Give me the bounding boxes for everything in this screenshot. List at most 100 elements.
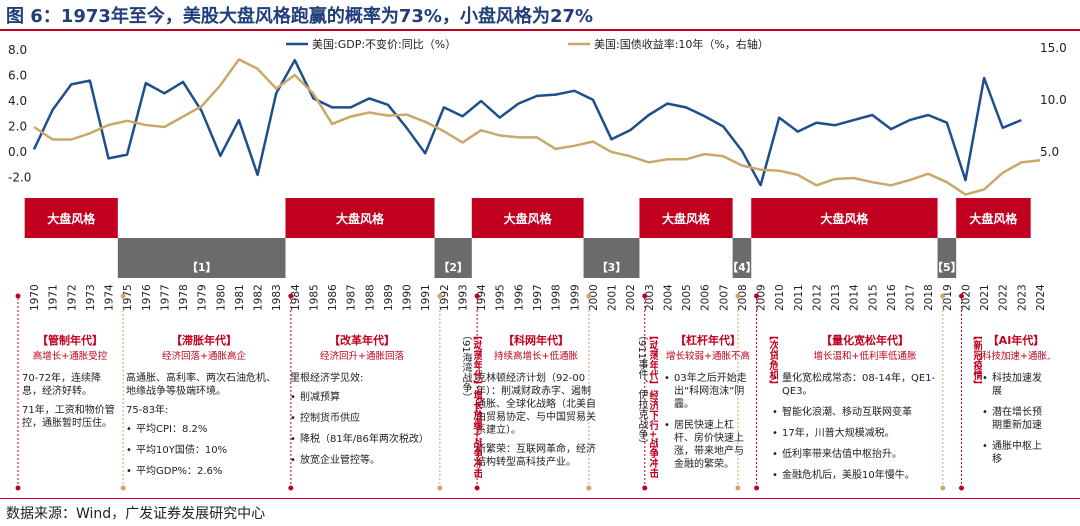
year-label: 1987 [346,284,358,311]
year-label: 1977 [159,284,171,311]
phase-bullet: 金融危机后，美股10年慢牛。 [772,469,958,482]
phase-bullet: 量化宽松成常态：08-14年，QE1-QE3。 [772,372,958,398]
vertical-note-body: （91海湾战争） [460,330,471,403]
year-label: 1980 [215,284,227,311]
phase-bullets: 03年之后开始走出“科网泡沫”阴霾。居民快速上杠杆、房价快速上涨，带来地产与金融… [664,372,752,471]
small-cap-band-label: 【5】 [932,261,962,274]
year-label: 2022 [998,284,1010,311]
year-label: 2017 [905,284,917,311]
year-label: 1976 [141,284,153,311]
divider-dot [642,485,648,491]
phase-bullet: 低利率带来估值中枢抬升。 [772,448,958,461]
small-cap-band-label: 【4】 [727,261,757,274]
phase-bullet: 17年，川普大规模减税。 [772,427,958,440]
year-label: 1992 [439,284,451,311]
divider-dot [586,293,592,299]
large-cap-band [285,198,435,238]
phase-bullet: 平均CPI：8.2% [126,423,282,436]
vertical-note-title: 【动荡年代】 [647,330,658,390]
large-cap-band [471,198,584,238]
year-label: 1978 [178,284,190,311]
year-label: 2016 [886,284,898,311]
legend-gdp-label: 美国:GDP:不变价:同比（%） [312,37,456,51]
small-cap-band [583,238,640,278]
phase-bullet: 居民快速上杠杆、房价快速上涨，带来地产与金融的繁荣。 [664,419,752,471]
year-label: 2015 [867,284,879,311]
phase-bullet: 平均10Y国债：10% [126,444,282,457]
phase-subtitle: 经济回落+通胀高企 [162,351,246,362]
vertical-note: 【新冠疫情】 [962,330,982,490]
phase-subtitle: 持续高增长+低通胀 [494,351,578,362]
year-label: 2013 [830,284,842,311]
year-label: 1974 [104,284,116,311]
divider-dot [288,485,294,491]
phase-bullets: 削减预算控制货币供应降税（81年/86年两次税改） 放宽企业管控等。 [290,391,434,467]
large-cap-band [751,198,938,238]
small-cap-band-label: 【2】 [438,261,468,274]
phase-title: 【管制年代】 [37,334,103,347]
figure-title: 图 6：1973年至今，美股大盘风格跑赢的概率为73%，小盘风格为27% [6,6,594,27]
phase-bullets: 量化宽松成常态：08-14年，QE1-QE3。智能化浪潮、移动互联网变革 17年，… [772,372,958,482]
year-label: 1975 [122,284,134,311]
year-label: 1988 [364,284,376,311]
divider-dot [120,485,126,491]
divider-dot [120,293,126,299]
year-axis: 1970 1971 1972 1973 1974 1975 1976 1977 1978 1979… [29,284,1047,311]
vertical-note-subtitle: 经济下行+战争冲击 [647,390,658,479]
large-cap-band-label: 大盘风格 [969,211,1018,226]
divider-dot [940,293,946,299]
phase-text: 71年，工资和物价管控，通胀暂时压住。 [22,405,115,429]
year-label: 1979 [197,284,209,311]
year-label: 1970 [29,284,41,311]
phase-dividers [15,293,964,491]
year-label: 2023 [1016,284,1028,311]
left-tick-label: -2.0 [8,171,31,185]
phase-text: 新繁荣：互联网革命，经济结构转型高科技产业。 [476,444,596,468]
phase-bullets: 科技加速发展潜在增长预期重新加速通胀中枢上移 [982,372,1050,466]
divider-dot [15,293,21,299]
small-cap-band-label: 【3】 [597,261,627,274]
divider-dot [958,293,964,299]
year-label: 1989 [383,284,395,311]
style-bands: 大盘风格【1】 大盘风格【2】 大盘风格【3】 大盘风格【4】 大盘风格【5】 大盘风格 [24,198,1031,278]
year-label: 2020 [960,284,972,311]
year-label: 1998 [551,284,563,311]
vertical-note: 【次贷危机】 [758,330,778,490]
year-label: 2021 [979,284,991,311]
year-label: 1972 [66,284,78,311]
phase-bullet: 潜在增长预期重新加速 [982,406,1050,432]
small-cap-band [434,238,472,278]
phase-title: 【滞胀年代】 [171,334,237,347]
year-label: 2006 [700,284,712,311]
phase-panel: 【杠杆年代】增长较弱+通胀不高 03年之后开始走出“科网泡沫”阴霾。居民快速上杠杆… [664,332,752,492]
year-label: 2003 [644,284,656,311]
phase-text: 克林顿经济计划（92-00年）：削减财政赤字、遏制通胀、全球化战略（北美自由贸易… [476,373,596,436]
title-rule [0,29,1080,31]
large-cap-band [639,198,733,238]
left-tick-label: 0.0 [8,145,27,159]
divider-dot [437,293,443,299]
year-label: 1990 [402,284,414,311]
year-label: 2000 [588,284,600,311]
divider-dot [735,293,741,299]
vertical-note-body: （911事件、伊拉克战争） [636,330,647,450]
footer-rule [0,498,1080,499]
phase-bullet: 控制货币供应 [290,412,434,425]
year-label: 2004 [662,284,674,311]
year-label: 1999 [569,284,581,311]
year-label: 2005 [681,284,693,311]
vertical-note-title: 【新冠疫情】 [971,330,982,390]
phase-title: 【改革年代】 [329,334,395,347]
year-label: 1971 [48,284,60,311]
year-label: 1986 [327,284,339,311]
vertical-note-subtitle: 增长放缓+战争冲击 [471,390,482,479]
right-y-axis: 15.0 10.0 5.0 [1040,41,1067,159]
year-label: 1991 [420,284,432,311]
vertical-note-title: 【次贷危机】 [767,330,778,390]
year-label: 1994 [476,284,488,311]
phase-subtitle: 科技加速+通胀上行 [982,351,1050,362]
year-label: 2010 [774,284,786,311]
divider-dot [437,485,443,491]
large-cap-band-label: 大盘风格 [820,211,869,226]
year-label: 1984 [290,284,302,311]
